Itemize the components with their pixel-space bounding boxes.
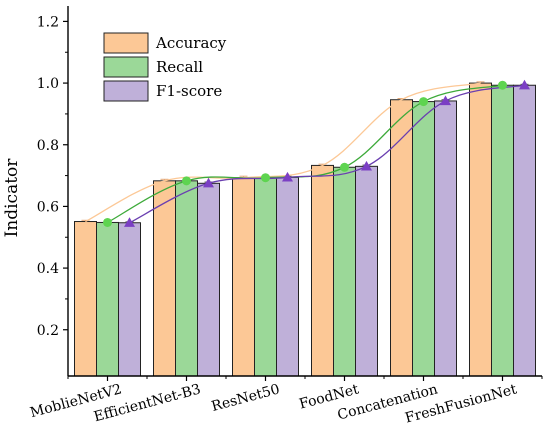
bar-accuracy-5: [469, 82, 492, 377]
bar-recall-2: [254, 177, 277, 377]
y-tick-label: 1.0: [37, 76, 59, 92]
point-f1-score-5: [519, 79, 530, 90]
bar-f1-score-4: [434, 100, 457, 377]
point-recall-4: [419, 97, 428, 107]
y-tick-label: 0.8: [37, 138, 59, 154]
point-f1-score-2: [282, 171, 293, 182]
bar-f1-score-5: [513, 84, 536, 377]
bar-recall-1: [175, 180, 198, 377]
y-axis-title: Indicator: [2, 158, 22, 238]
point-f1-score-4: [440, 95, 451, 106]
y-tick-label: 1.2: [37, 14, 59, 30]
legend-label-accuracy: Accuracy: [155, 34, 227, 52]
legend-label-f1-score: F1-score: [156, 82, 222, 100]
legend-label-recall: Recall: [156, 58, 203, 76]
bar-accuracy-2: [232, 177, 255, 377]
bar-f1-score-3: [355, 165, 378, 377]
bar-f1-score-1: [197, 182, 220, 377]
bar-recall-3: [333, 166, 356, 377]
y-tick-label: 0.6: [37, 199, 59, 215]
point-recall-0: [103, 217, 112, 227]
legend-swatch-f1-score: [103, 80, 149, 102]
point-f1-score-0: [124, 217, 135, 227]
bar-accuracy-3: [311, 164, 334, 377]
bar-recall-4: [412, 101, 435, 377]
point-f1-score-3: [361, 160, 372, 171]
bar-f1-score-2: [276, 176, 299, 377]
bar-f1-score-0: [118, 222, 141, 377]
legend: Accuracy Recall F1-score: [103, 32, 227, 102]
bar-recall-5: [491, 84, 514, 377]
point-f1-score-1: [203, 177, 214, 188]
bar-accuracy-0: [74, 221, 97, 377]
point-recall-3: [340, 162, 349, 172]
bar-accuracy-1: [153, 180, 176, 377]
point-recall-5: [498, 80, 507, 90]
point-recall-1: [182, 176, 191, 186]
legend-swatch-accuracy: [103, 32, 149, 54]
legend-swatch-recall: [103, 56, 149, 78]
bar-recall-0: [96, 221, 119, 377]
y-tick-label: 0.4: [37, 261, 59, 277]
plot-area: [74, 79, 536, 377]
bar-accuracy-4: [390, 99, 413, 377]
y-tick-label: 0.2: [37, 323, 59, 339]
point-recall-2: [261, 173, 270, 183]
x-tick-label: ResNet50: [210, 381, 282, 415]
trend-line-f1-score: [129, 84, 525, 224]
